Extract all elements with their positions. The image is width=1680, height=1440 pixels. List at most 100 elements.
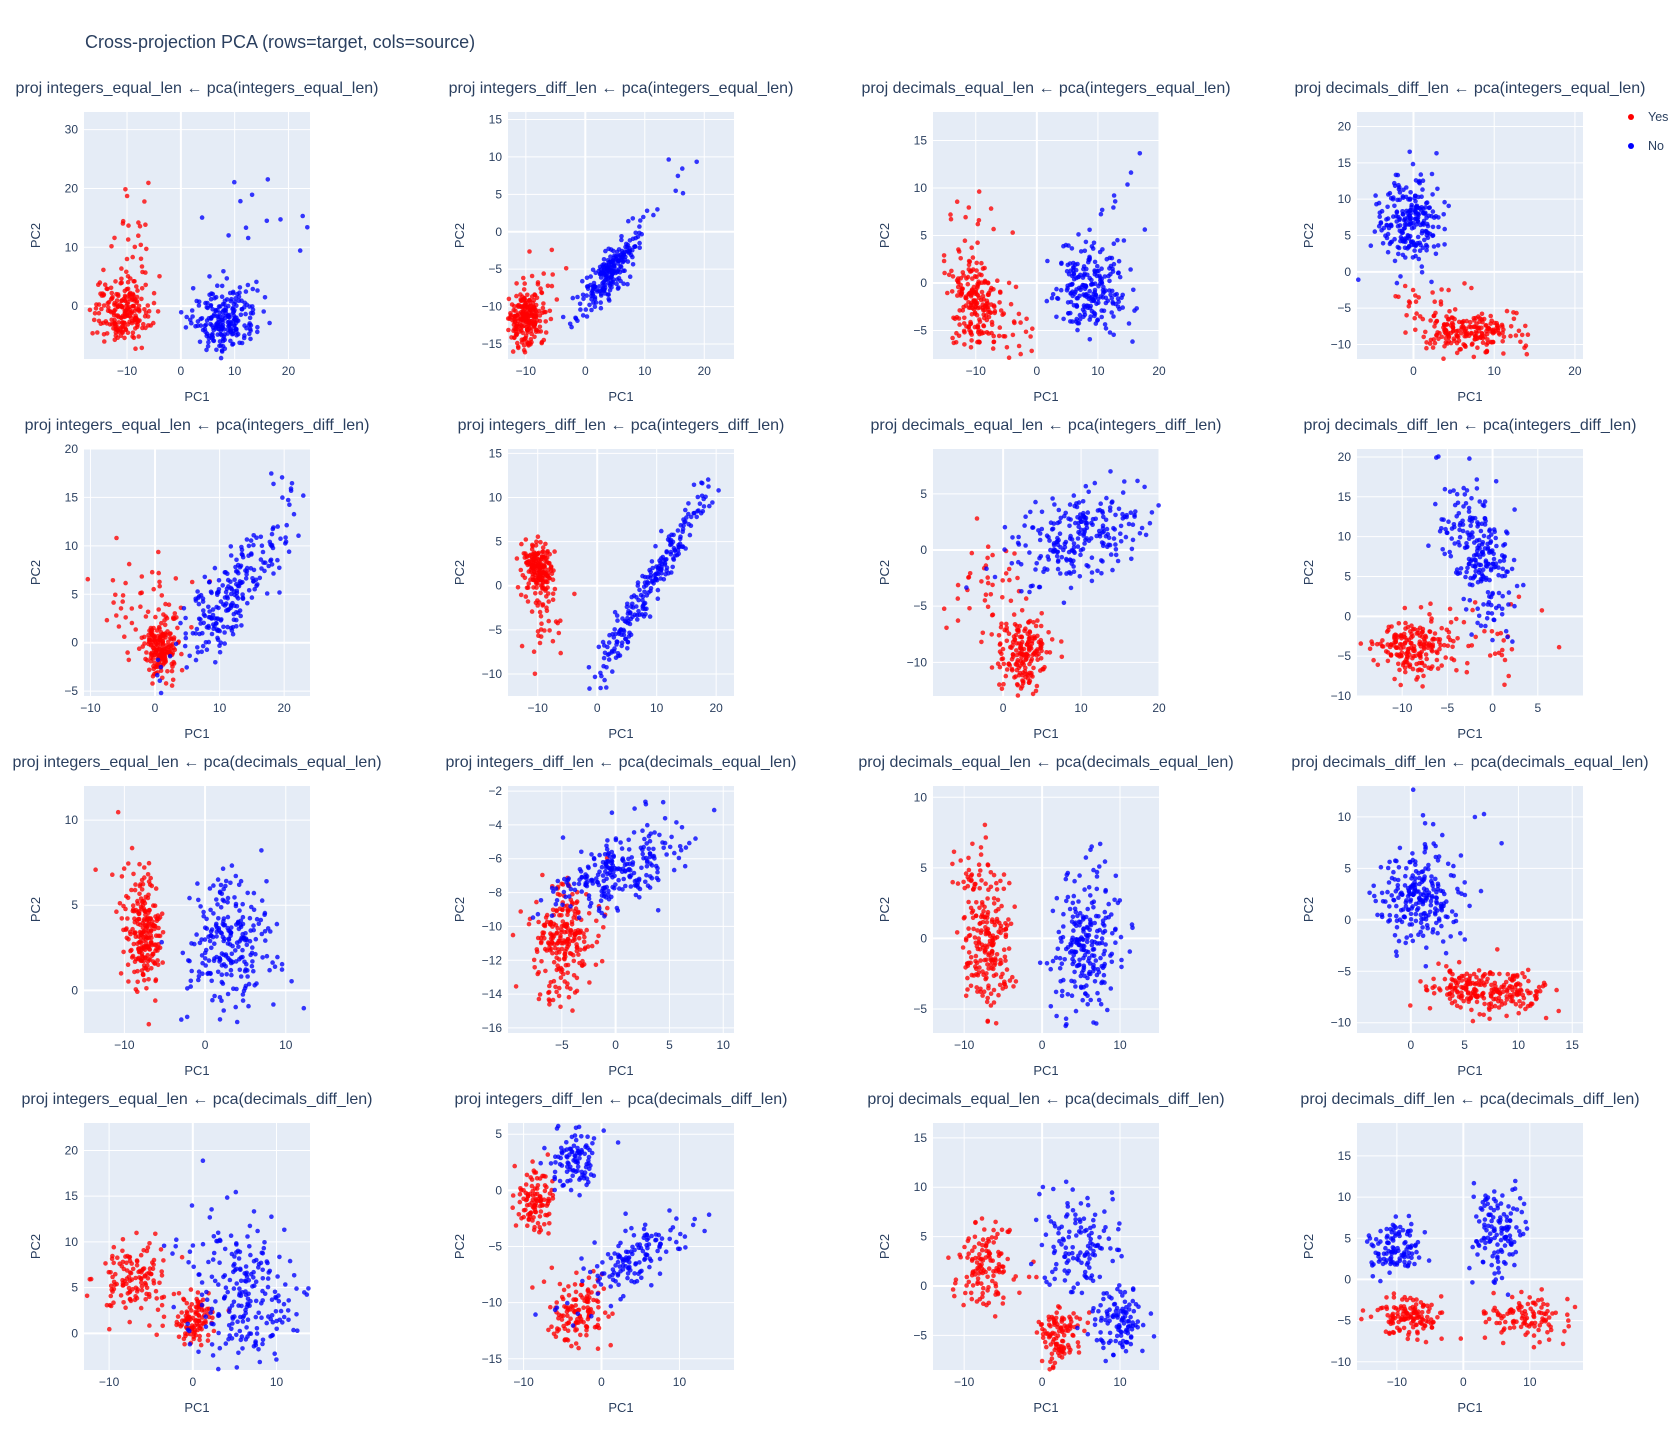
point-no bbox=[1463, 607, 1469, 612]
point-no bbox=[1109, 255, 1115, 261]
point-no bbox=[612, 865, 618, 871]
y-tick-label: −2 bbox=[488, 784, 502, 798]
point-no bbox=[1055, 295, 1060, 301]
point-no bbox=[1402, 216, 1408, 221]
point-no bbox=[222, 332, 227, 337]
point-no bbox=[560, 314, 566, 320]
point-yes bbox=[151, 290, 157, 296]
point-no bbox=[185, 986, 190, 991]
point-no bbox=[1467, 582, 1473, 587]
point-no bbox=[597, 906, 602, 911]
point-no bbox=[269, 471, 274, 476]
plot-area[interactable] bbox=[508, 786, 734, 1033]
point-no bbox=[237, 579, 243, 584]
point-no bbox=[659, 562, 665, 567]
point-yes bbox=[508, 311, 513, 316]
point-no bbox=[189, 308, 195, 313]
point-yes bbox=[990, 582, 995, 588]
plot-area[interactable] bbox=[933, 449, 1159, 696]
point-no bbox=[687, 840, 692, 846]
point-no bbox=[604, 846, 610, 852]
point-no bbox=[1128, 170, 1134, 175]
point-no bbox=[254, 535, 259, 540]
point-yes bbox=[152, 633, 157, 639]
y-tick-label: −5 bbox=[1337, 649, 1351, 663]
point-yes bbox=[1402, 605, 1408, 611]
point-yes bbox=[1035, 618, 1040, 623]
point-yes bbox=[957, 308, 962, 313]
point-no bbox=[591, 300, 596, 305]
point-no bbox=[231, 617, 237, 622]
x-tick-labels: −5 0 5 10 bbox=[555, 1038, 730, 1052]
y-tick-label: 10 bbox=[489, 491, 503, 505]
point-no bbox=[630, 216, 636, 221]
point-yes bbox=[547, 942, 553, 947]
point-yes bbox=[549, 247, 555, 253]
point-yes bbox=[565, 909, 571, 914]
point-no bbox=[205, 300, 210, 306]
point-no bbox=[1476, 537, 1482, 543]
point-no bbox=[1415, 234, 1421, 240]
point-no bbox=[1466, 532, 1472, 538]
plot-area[interactable] bbox=[84, 786, 310, 1033]
point-no bbox=[261, 309, 267, 314]
plot-area[interactable] bbox=[1357, 449, 1583, 696]
point-yes bbox=[1393, 637, 1399, 643]
point-no bbox=[214, 934, 219, 939]
point-yes bbox=[997, 642, 1003, 647]
point-no bbox=[615, 618, 620, 623]
point-no bbox=[260, 549, 266, 555]
point-yes bbox=[989, 665, 995, 670]
point-yes bbox=[554, 955, 559, 961]
y-tick-label: 5 bbox=[1344, 229, 1351, 243]
point-no bbox=[568, 904, 573, 909]
point-no bbox=[1414, 222, 1419, 227]
point-no bbox=[1067, 557, 1073, 562]
point-yes bbox=[132, 969, 137, 975]
point-yes bbox=[1429, 616, 1434, 621]
point-no bbox=[1099, 266, 1104, 272]
point-yes bbox=[1038, 623, 1044, 629]
point-yes bbox=[120, 218, 126, 224]
point-yes bbox=[969, 245, 974, 250]
point-no bbox=[1392, 183, 1398, 189]
point-no bbox=[1111, 193, 1117, 198]
point-no bbox=[301, 493, 306, 498]
point-no bbox=[571, 881, 577, 887]
point-no bbox=[1089, 578, 1095, 584]
point-yes bbox=[171, 616, 176, 622]
point-no bbox=[625, 867, 631, 873]
point-yes bbox=[985, 555, 990, 561]
point-yes bbox=[1406, 299, 1412, 304]
point-no bbox=[204, 647, 210, 652]
point-yes bbox=[129, 955, 135, 960]
point-no bbox=[584, 880, 590, 885]
point-no bbox=[1074, 501, 1079, 506]
point-no bbox=[642, 836, 647, 842]
point-no bbox=[1089, 308, 1095, 314]
point-no bbox=[645, 822, 650, 828]
point-no bbox=[1386, 225, 1392, 231]
point-yes bbox=[1015, 682, 1021, 688]
point-yes bbox=[159, 648, 164, 653]
point-yes bbox=[126, 861, 131, 866]
point-yes bbox=[141, 934, 146, 940]
point-yes bbox=[951, 315, 956, 321]
point-yes bbox=[555, 891, 561, 897]
point-no bbox=[259, 848, 264, 853]
point-yes bbox=[555, 925, 560, 931]
point-no bbox=[251, 923, 256, 928]
point-yes bbox=[148, 940, 154, 946]
point-yes bbox=[992, 308, 998, 314]
